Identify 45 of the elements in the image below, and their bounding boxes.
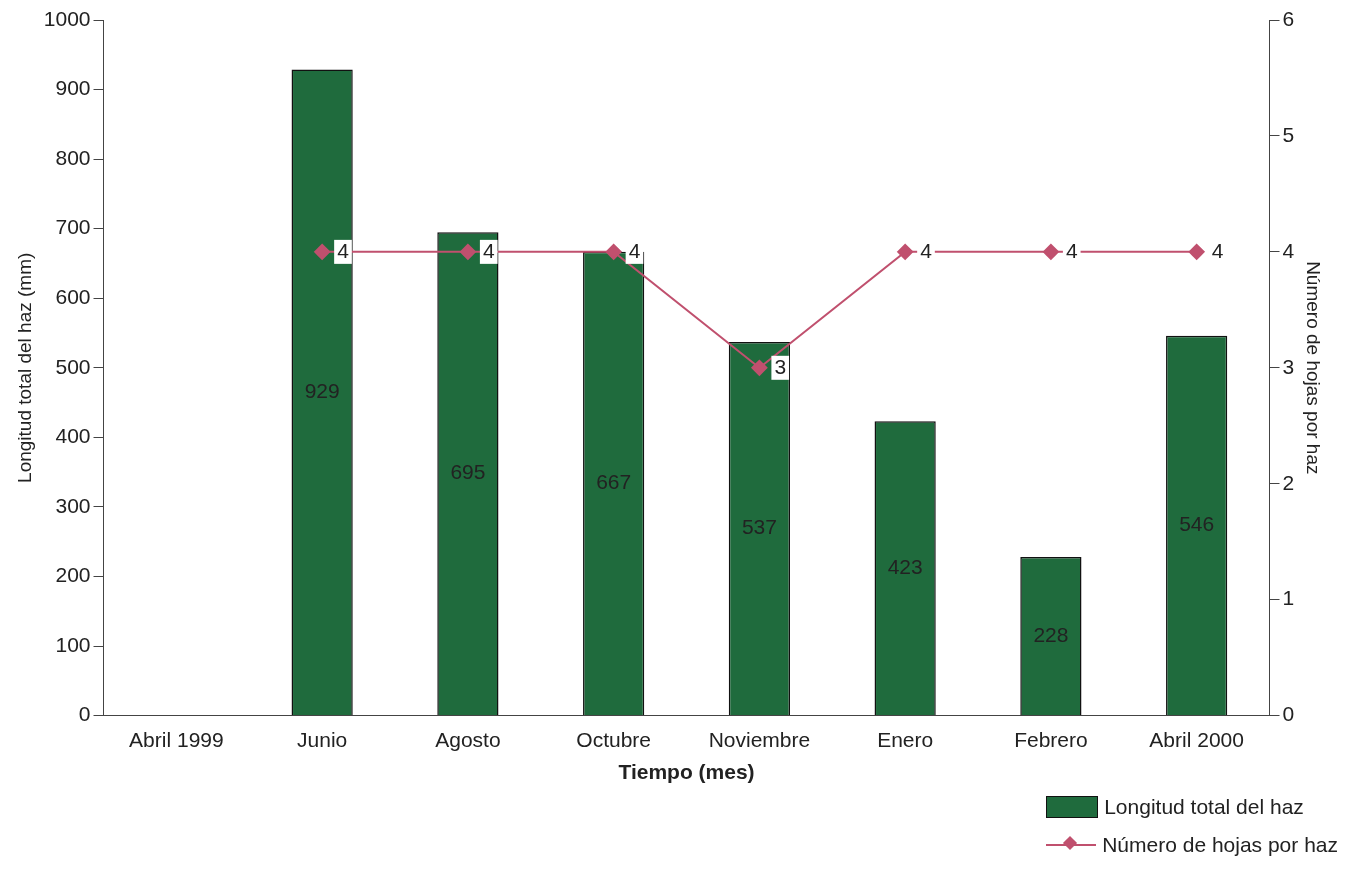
y-tick-label: 1000 <box>43 6 91 30</box>
y-tick-label: 700 <box>55 215 91 239</box>
y-tick-label: 900 <box>55 76 91 100</box>
x-tick-label: Abril 2000 <box>1149 728 1244 751</box>
y2-tick-label: 0 <box>1282 702 1295 726</box>
y-tick-label: 200 <box>55 563 91 587</box>
y2-tick-label: 1 <box>1282 586 1295 610</box>
y-tick-label: 500 <box>55 354 91 378</box>
y-axis-title: Longitud total del haz (mm) <box>13 252 35 483</box>
data-label: 4 <box>920 238 933 262</box>
y2-tick-label: 5 <box>1282 122 1295 146</box>
y2-tick-label: 6 <box>1282 6 1295 30</box>
y-tick-label: 600 <box>55 285 91 309</box>
y-tick-label: 800 <box>55 145 91 169</box>
data-label: 929 <box>304 379 340 403</box>
data-label: 4 <box>482 238 495 262</box>
y-tick-label: 400 <box>55 424 91 448</box>
x-tick-label: Agosto <box>435 728 501 751</box>
y-tick-label: 300 <box>55 493 91 517</box>
legend-label: Longitud total del haz <box>1104 795 1304 819</box>
data-label: 4 <box>1211 238 1224 262</box>
data-label: 537 <box>741 515 777 539</box>
y2-tick-label: 2 <box>1282 470 1295 494</box>
data-label: 667 <box>596 470 632 494</box>
x-axis-title: Tiempo (mes) <box>618 760 755 784</box>
x-tick-label: Noviembre <box>708 728 811 751</box>
y2-tick-label: 3 <box>1282 354 1295 378</box>
data-label: 3 <box>774 354 787 378</box>
data-label: 4 <box>337 238 350 262</box>
data-label: 4 <box>1065 238 1078 262</box>
data-label: 4 <box>628 238 641 262</box>
y2-axis-title: Número de hojas por haz <box>1303 261 1325 475</box>
y-tick-label: 0 <box>78 702 91 726</box>
x-tick-label: Enero <box>877 728 934 751</box>
y-tick-label: 100 <box>55 632 91 656</box>
legend-label: Número de hojas por haz <box>1102 833 1338 857</box>
x-tick-label: Febrero <box>1014 728 1088 751</box>
x-tick-label: Junio <box>297 728 348 751</box>
y2-tick-label: 4 <box>1282 238 1295 262</box>
x-tick-label: Abril 1999 <box>129 728 224 751</box>
data-label: 546 <box>1179 512 1215 536</box>
data-label: 695 <box>450 460 486 484</box>
data-label: 423 <box>887 555 923 579</box>
x-tick-label: Octubre <box>576 728 651 751</box>
data-label: 228 <box>1033 622 1069 646</box>
